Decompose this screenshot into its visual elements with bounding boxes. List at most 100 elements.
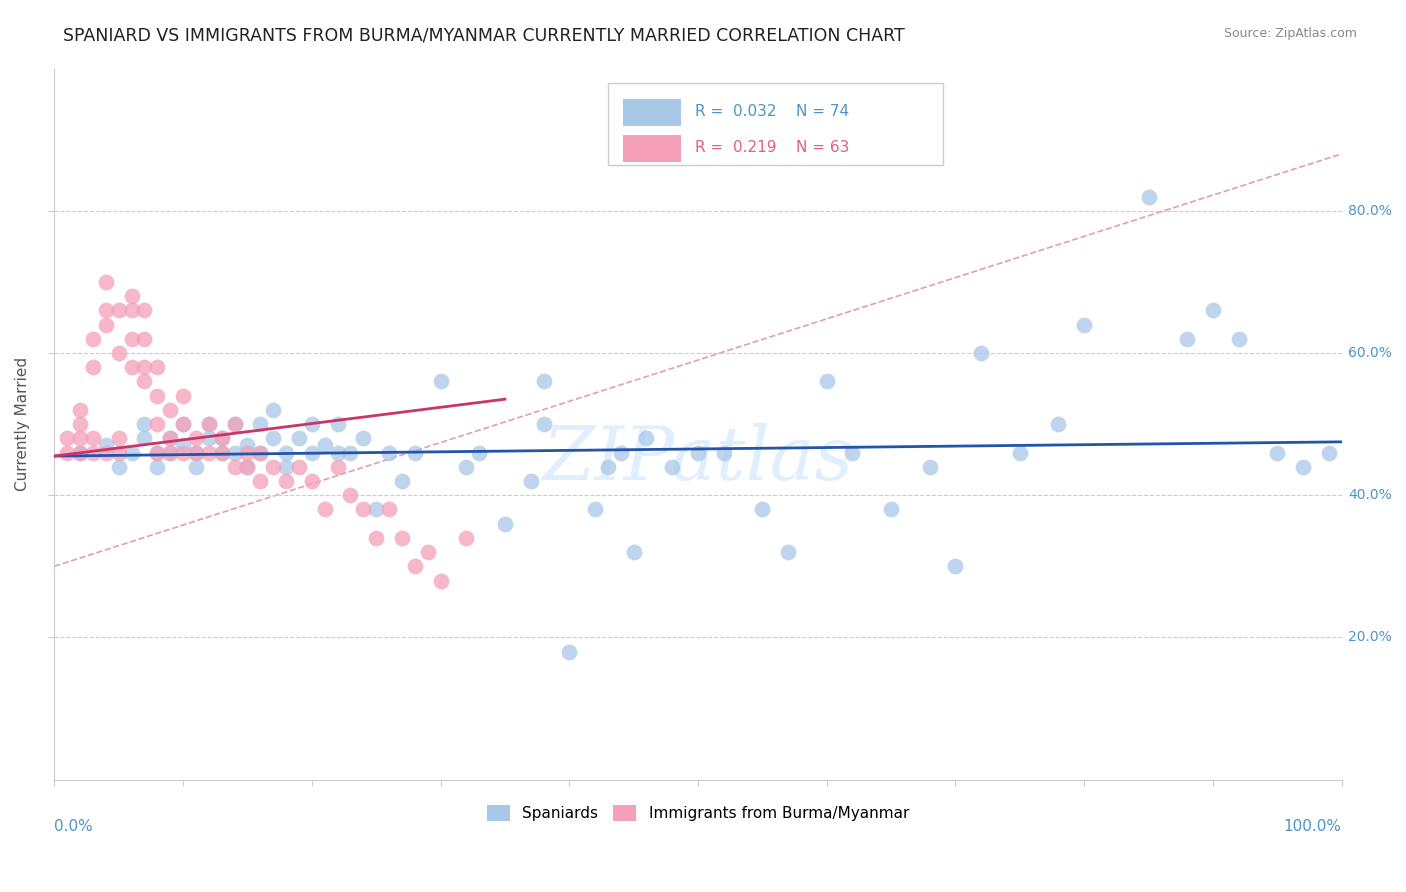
Point bbox=[366, 531, 388, 545]
Point bbox=[172, 417, 194, 431]
Point bbox=[134, 303, 156, 318]
Point bbox=[326, 445, 349, 459]
Point bbox=[378, 502, 401, 516]
Point bbox=[184, 445, 207, 459]
Point bbox=[391, 474, 413, 488]
Point bbox=[146, 389, 169, 403]
Bar bbox=[623, 135, 682, 161]
Point bbox=[146, 459, 169, 474]
Point bbox=[172, 389, 194, 403]
Point bbox=[69, 445, 91, 459]
Point bbox=[184, 459, 207, 474]
Point bbox=[1317, 445, 1340, 459]
Point bbox=[82, 445, 104, 459]
Point bbox=[456, 531, 478, 545]
Point bbox=[134, 431, 156, 445]
Point bbox=[274, 474, 297, 488]
Point bbox=[236, 438, 259, 452]
Text: 100.0%: 100.0% bbox=[1284, 819, 1341, 834]
Point bbox=[134, 332, 156, 346]
Point bbox=[197, 445, 219, 459]
Point bbox=[262, 459, 284, 474]
Point bbox=[82, 431, 104, 445]
Point bbox=[326, 417, 349, 431]
Point bbox=[121, 303, 143, 318]
Point bbox=[1292, 459, 1315, 474]
Point bbox=[69, 445, 91, 459]
Text: 40.0%: 40.0% bbox=[1348, 488, 1392, 502]
Point bbox=[1202, 303, 1225, 318]
Text: 0.0%: 0.0% bbox=[55, 819, 93, 834]
Point bbox=[391, 531, 413, 545]
Point bbox=[880, 502, 903, 516]
Point bbox=[623, 545, 645, 559]
Point bbox=[1265, 445, 1288, 459]
Point bbox=[184, 431, 207, 445]
Point bbox=[236, 459, 259, 474]
Point bbox=[134, 375, 156, 389]
Text: Source: ZipAtlas.com: Source: ZipAtlas.com bbox=[1223, 27, 1357, 40]
Point bbox=[326, 459, 349, 474]
Point bbox=[82, 360, 104, 375]
Point bbox=[197, 417, 219, 431]
Text: 80.0%: 80.0% bbox=[1348, 203, 1392, 218]
Point bbox=[352, 502, 374, 516]
Point bbox=[172, 438, 194, 452]
Point bbox=[159, 445, 181, 459]
Point bbox=[159, 431, 181, 445]
Point bbox=[121, 332, 143, 346]
Point bbox=[224, 417, 246, 431]
Point bbox=[107, 346, 129, 360]
Point bbox=[184, 445, 207, 459]
Point bbox=[134, 417, 156, 431]
Point bbox=[121, 445, 143, 459]
Point bbox=[107, 445, 129, 459]
Point bbox=[94, 318, 117, 332]
Point bbox=[366, 502, 388, 516]
Point bbox=[172, 445, 194, 459]
Text: 20.0%: 20.0% bbox=[1348, 631, 1392, 644]
Point bbox=[301, 445, 323, 459]
Point bbox=[841, 445, 863, 459]
Point bbox=[94, 445, 117, 459]
Point bbox=[519, 474, 541, 488]
Point bbox=[945, 559, 967, 574]
Point bbox=[274, 459, 297, 474]
Point bbox=[339, 488, 361, 502]
Point bbox=[69, 431, 91, 445]
Point bbox=[468, 445, 491, 459]
Point bbox=[686, 445, 709, 459]
Point bbox=[224, 417, 246, 431]
Point bbox=[82, 332, 104, 346]
Point bbox=[236, 459, 259, 474]
Point bbox=[107, 303, 129, 318]
Point bbox=[224, 445, 246, 459]
Point bbox=[1175, 332, 1198, 346]
Point bbox=[249, 445, 271, 459]
Point bbox=[262, 431, 284, 445]
Point bbox=[661, 459, 683, 474]
Point bbox=[159, 431, 181, 445]
Bar bbox=[623, 99, 682, 126]
Text: SPANIARD VS IMMIGRANTS FROM BURMA/MYANMAR CURRENTLY MARRIED CORRELATION CHART: SPANIARD VS IMMIGRANTS FROM BURMA/MYANMA… bbox=[63, 27, 905, 45]
Point bbox=[224, 459, 246, 474]
Point bbox=[416, 545, 439, 559]
Point bbox=[583, 502, 606, 516]
Point bbox=[314, 438, 336, 452]
Text: ZIPatlas: ZIPatlas bbox=[543, 424, 853, 496]
Point bbox=[134, 360, 156, 375]
Point bbox=[314, 502, 336, 516]
Point bbox=[159, 402, 181, 417]
Point bbox=[249, 474, 271, 488]
Point bbox=[778, 545, 800, 559]
Point bbox=[970, 346, 993, 360]
Point bbox=[533, 417, 555, 431]
Point bbox=[211, 431, 233, 445]
Point bbox=[918, 459, 941, 474]
Point bbox=[596, 459, 619, 474]
Point bbox=[352, 431, 374, 445]
Point bbox=[107, 431, 129, 445]
Point bbox=[159, 445, 181, 459]
Point bbox=[69, 417, 91, 431]
Point bbox=[94, 438, 117, 452]
